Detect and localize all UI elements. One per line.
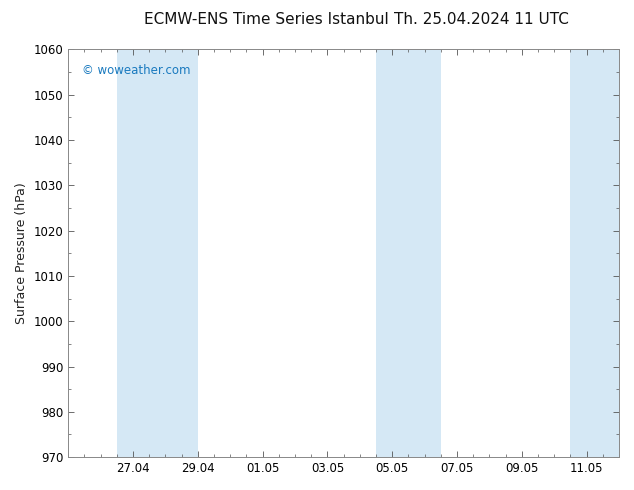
Text: Th. 25.04.2024 11 UTC: Th. 25.04.2024 11 UTC [394, 12, 569, 27]
Text: ECMW-ENS Time Series Istanbul: ECMW-ENS Time Series Istanbul [144, 12, 389, 27]
Text: © woweather.com: © woweather.com [82, 64, 190, 76]
Bar [571, 49, 619, 457]
Bar [117, 49, 198, 457]
Y-axis label: Surface Pressure (hPa): Surface Pressure (hPa) [15, 182, 28, 324]
Bar [376, 49, 441, 457]
